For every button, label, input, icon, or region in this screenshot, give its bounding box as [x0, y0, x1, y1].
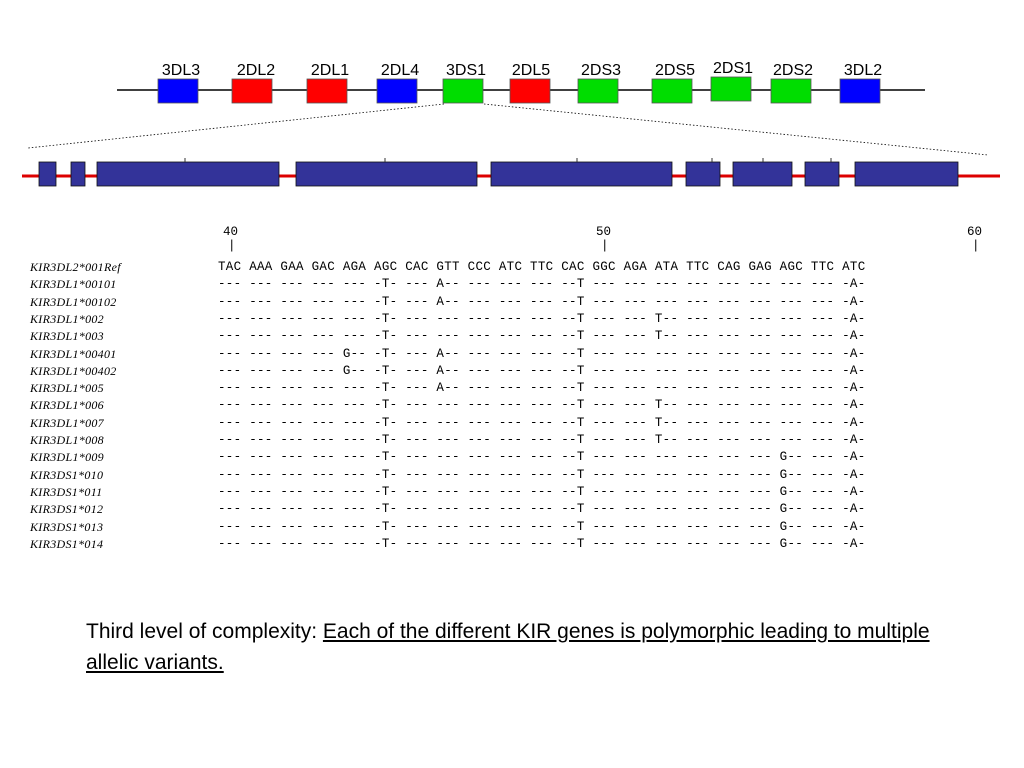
- alignment-row: KIR3DL1*00401 --- --- --- --- G-- -T- ---…: [30, 346, 1010, 363]
- position-number-60: 60: [967, 225, 983, 239]
- alignment-row: KIR3DL1*007 --- --- --- --- --- -T- --- -…: [30, 415, 1010, 432]
- gene-box-2ds3: [577, 78, 619, 104]
- exon-4: [295, 161, 478, 187]
- allele-name: KIR3DS1*014: [30, 536, 104, 551]
- exon-5: [490, 161, 673, 187]
- allele-sequence: TAC AAA GAA GAC AGA AGC CAC GTT CCC ATC …: [218, 260, 866, 274]
- alignment-row: KIR3DS1*010 --- --- --- --- --- -T- --- -…: [30, 467, 1010, 484]
- alignment-row: KIR3DS1*014 --- --- --- --- --- -T- --- -…: [30, 536, 1010, 553]
- allele-name: KIR3DL1*00102: [30, 294, 117, 309]
- gene-box-2ds1: [710, 76, 752, 102]
- exon-8: [804, 161, 840, 187]
- gene-box-2dl5: [509, 78, 551, 104]
- gene-label-2dl2: 2DL2: [237, 62, 275, 79]
- sequence-alignment: 40 | 50 | 60 | KIR3DL2*001Ref TAC AAA GAA GAC A…: [30, 225, 1010, 555]
- position-tick-60: |: [972, 239, 980, 253]
- allele-name: KIR3DL1*003: [30, 329, 104, 344]
- allele-name: KIR3DL2*001Ref: [30, 260, 121, 274]
- gene-label-2dl1: 2DL1: [311, 62, 349, 79]
- gene-label-2ds5: 2DS5: [655, 62, 695, 79]
- gene-label-2ds3: 2DS3: [581, 62, 621, 79]
- allele-sequence: --- --- --- --- --- -T- --- --- --- --- …: [218, 415, 866, 430]
- caption: Third level of complexity: Each of the d…: [86, 616, 946, 678]
- alignment-row: KIR3DS1*013 --- --- --- --- --- -T- --- -…: [30, 519, 1010, 536]
- allele-sequence: --- --- --- --- G-- -T- --- A-- --- --- …: [218, 346, 866, 361]
- zoom-line-right: [483, 103, 989, 156]
- alignment-row: KIR3DL2*001Ref TAC AAA GAA GAC AGA AGC CA…: [30, 259, 1010, 276]
- allele-name: KIR3DL1*002: [30, 311, 104, 326]
- gene-box-2ds5: [651, 78, 693, 104]
- exon-3: [96, 161, 280, 187]
- alignment-row: KIR3DL1*002 --- --- --- --- --- -T- --- -…: [30, 311, 1010, 328]
- alignment-row: KIR3DL1*00402 --- --- --- --- G-- -T- ---…: [30, 363, 1010, 380]
- gene-box-3dl3: [157, 78, 199, 104]
- gene-box-2dl4: [376, 78, 418, 104]
- allele-name: KIR3DL1*00401: [30, 346, 117, 361]
- allele-name: KIR3DL1*00101: [30, 277, 117, 292]
- gene-label-2ds2: 2DS2: [773, 62, 813, 79]
- alignment-row: KIR3DS1*012 --- --- --- --- --- -T- --- -…: [30, 501, 1010, 518]
- allele-name: KIR3DS1*013: [30, 519, 104, 534]
- allele-sequence: --- --- --- --- --- -T- --- --- --- --- …: [218, 398, 866, 413]
- allele-name: KIR3DS1*012: [30, 502, 104, 517]
- alignment-row: KIR3DL1*00101 --- --- --- --- --- -T- ---…: [30, 276, 1010, 293]
- exon-7: [732, 161, 793, 187]
- position-tick-40: |: [228, 239, 236, 253]
- allele-sequence: --- --- --- --- --- -T- --- --- --- --- …: [218, 519, 866, 534]
- alignment-row: KIR3DL1*009 --- --- --- --- --- -T- --- -…: [30, 449, 1010, 466]
- gene-box-2ds2: [770, 78, 812, 104]
- alignment-row: KIR3DL1*005 --- --- --- --- --- -T- --- A…: [30, 380, 1010, 397]
- exon-6: [685, 161, 721, 187]
- gene-label-2dl4: 2DL4: [381, 62, 419, 79]
- allele-name: KIR3DL1*007: [30, 415, 104, 430]
- allele-sequence: --- --- --- --- --- -T- --- --- --- --- …: [218, 329, 866, 344]
- allele-name: KIR3DS1*010: [30, 467, 104, 482]
- allele-sequence: --- --- --- --- --- -T- --- --- --- --- …: [218, 502, 866, 517]
- allele-sequence: --- --- --- --- G-- -T- --- A-- --- --- …: [218, 363, 866, 378]
- allele-name: KIR3DS1*011: [30, 484, 103, 499]
- exon-2: [70, 161, 86, 187]
- allele-sequence: --- --- --- --- --- -T- --- --- --- --- …: [218, 484, 866, 499]
- alignment-row: KIR3DL1*00102 --- --- --- --- --- -T- ---…: [30, 294, 1010, 311]
- allele-sequence: --- --- --- --- --- -T- --- A-- --- --- …: [218, 277, 866, 292]
- position-number-50: 50: [596, 225, 612, 239]
- gene-box-2dl1: [306, 78, 348, 104]
- allele-sequence: --- --- --- --- --- -T- --- --- --- --- …: [218, 450, 866, 465]
- alignment-row: KIR3DL1*003 --- --- --- --- --- -T- --- -…: [30, 328, 1010, 345]
- exon-1: [38, 161, 57, 187]
- allele-name: KIR3DL1*005: [30, 381, 104, 396]
- gene-box-3ds1: [442, 78, 484, 104]
- gene-box-3dl2: [839, 78, 881, 104]
- alignment-row: KIR3DL1*008 --- --- --- --- --- -T- --- -…: [30, 432, 1010, 449]
- gene-box-2dl2: [231, 78, 273, 104]
- alignment-row: KIR3DL1*006 --- --- --- --- --- -T- --- -…: [30, 397, 1010, 414]
- gene-label-3dl3: 3DL3: [162, 62, 200, 79]
- allele-name: KIR3DL1*009: [30, 450, 104, 465]
- allele-sequence: --- --- --- --- --- -T- --- --- --- --- …: [218, 536, 866, 551]
- position-number-40: 40: [223, 225, 239, 239]
- kir-gene-diagram: 3DL3 2DL2 2DL1 2DL4 3DS1 2DL5 2DS3 2DS5 2DS1 2DS2…: [22, 60, 1000, 187]
- exon-9: [854, 161, 959, 187]
- gene-label-2ds1: 2DS1: [713, 60, 753, 77]
- allele-sequence: --- --- --- --- --- -T- --- --- --- --- …: [218, 467, 866, 482]
- allele-sequence: --- --- --- --- --- -T- --- A-- --- --- …: [218, 294, 866, 309]
- gene-label-3ds1: 3DS1: [446, 62, 486, 79]
- gene-label-2dl5: 2DL5: [512, 62, 550, 79]
- allele-name: KIR3DL1*008: [30, 433, 104, 447]
- position-tick-50: |: [601, 239, 609, 253]
- gene-label-3dl2: 3DL2: [844, 62, 882, 79]
- alignment-row: KIR3DS1*011 --- --- --- --- --- -T- --- -…: [30, 484, 1010, 501]
- allele-name: KIR3DL1*006: [30, 398, 104, 413]
- allele-name: KIR3DL1*00402: [30, 363, 117, 378]
- allele-sequence: --- --- --- --- --- -T- --- A-- --- --- …: [218, 381, 866, 396]
- caption-lead: Third level of complexity:: [86, 620, 323, 643]
- caption-emphasis: Each of the different KIR genes is polym…: [86, 620, 930, 674]
- zoom-line-left: [27, 103, 445, 149]
- allele-sequence: --- --- --- --- --- -T- --- --- --- --- …: [218, 433, 866, 447]
- allele-sequence: --- --- --- --- --- -T- --- --- --- --- …: [218, 311, 866, 326]
